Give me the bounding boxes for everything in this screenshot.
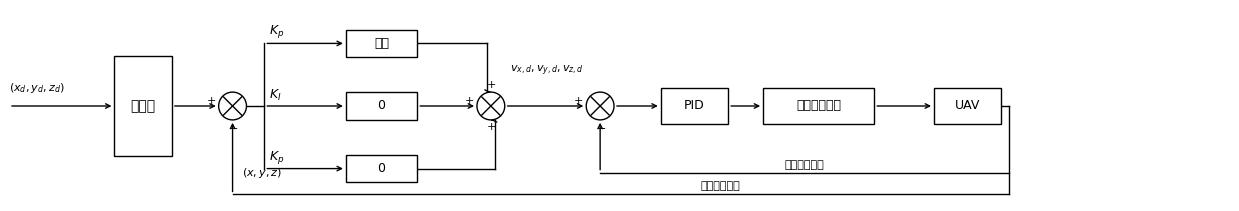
Text: 速度信号反馈: 速度信号反馈 [784,160,825,170]
Text: 0: 0 [378,162,385,175]
Text: $(x_d,y_d,z_d)$: $(x_d,y_d,z_d)$ [9,81,64,95]
Bar [763,88,875,124]
Circle shape [477,92,504,120]
Text: 常数: 常数 [374,37,389,50]
Bar [346,30,418,57]
Circle shape [586,92,615,120]
Text: $\boldsymbol{K_I}$: $\boldsymbol{K_I}$ [269,88,281,103]
Text: PID: PID [684,100,705,112]
Text: +: + [465,96,475,106]
Text: +: + [574,96,584,106]
Text: 0: 0 [378,100,385,112]
Text: 姿态控制回路: 姿态控制回路 [797,100,841,112]
Text: UAV: UAV [955,100,980,112]
Text: +: + [487,80,497,90]
Text: 位置信号反馈: 位置信号反馈 [700,181,740,191]
Bar [934,88,1001,124]
Text: $-$: $-$ [596,122,606,132]
Text: $\boldsymbol{K_p}$: $\boldsymbol{K_p}$ [269,23,285,41]
Text: +: + [207,96,216,106]
Bar [346,92,418,120]
Bar [114,56,172,156]
Text: $v_{x,d},v_{y,d},v_{z,d}$: $v_{x,d},v_{y,d},v_{z,d}$ [509,64,584,78]
Bar [660,88,729,124]
Bar [346,155,418,183]
Text: 滤波器: 滤波器 [130,99,156,113]
Circle shape [218,92,247,120]
Text: +: + [487,122,497,132]
Text: $-$: $-$ [228,122,239,132]
Text: $\boldsymbol{K_p}$: $\boldsymbol{K_p}$ [269,149,285,166]
Text: $(x,y,z)$: $(x,y,z)$ [243,166,282,180]
